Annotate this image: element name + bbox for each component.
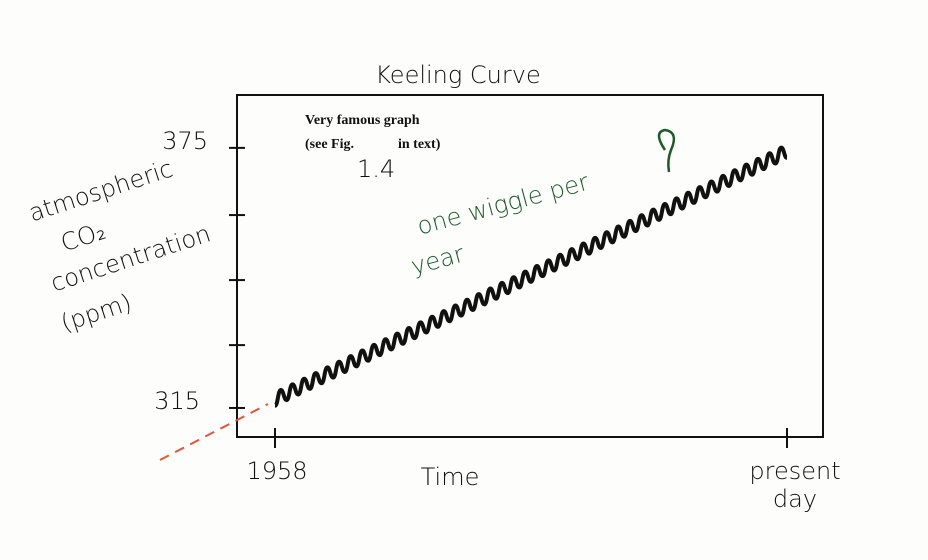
chart-title: Keeling Curve	[375, 61, 540, 89]
annotation: (see Fig.	[305, 137, 354, 152]
annotation: 1.4	[357, 155, 395, 183]
y-tick-label: 375	[162, 127, 208, 155]
x-tick-label: present day	[749, 457, 840, 513]
annotation: Very famous graph	[305, 113, 420, 128]
x-axis-label: Time	[421, 463, 480, 491]
annotation: in text)	[398, 137, 441, 152]
note-squiggle	[657, 128, 676, 173]
y-tick-label: 315	[154, 387, 200, 415]
plot-frame	[236, 94, 824, 438]
extrapolation	[159, 403, 269, 461]
co2-curve	[273, 145, 788, 408]
x-tick-label: 1958	[246, 457, 307, 485]
